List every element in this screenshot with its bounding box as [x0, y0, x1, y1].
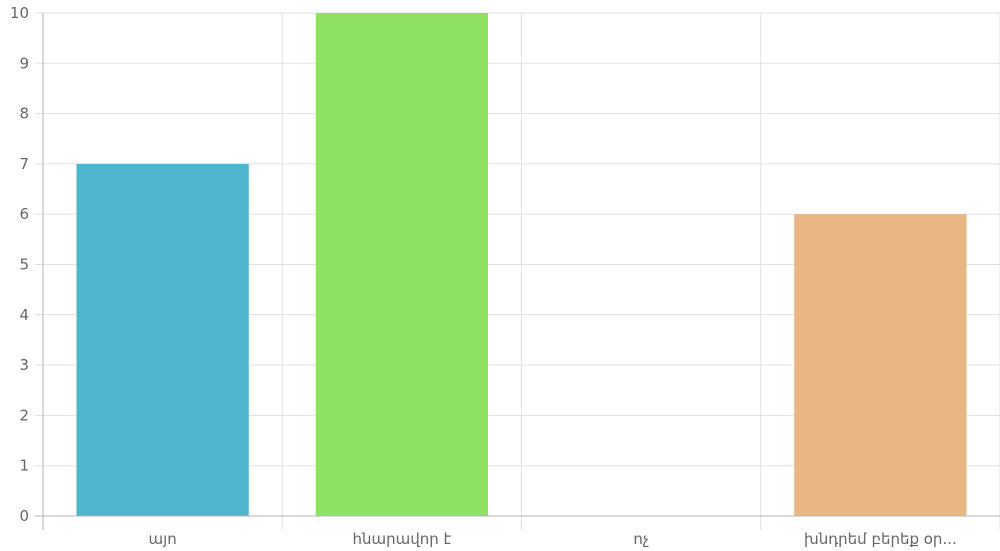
labels-layer: 0 1 2 3 4 5 6 7 8 9 10 այո հնարավոր է ոչ խնդրեմ բերեք … — [10, 4, 957, 548]
y-tick-label: 5 — [19, 256, 29, 274]
y-tick-label: 2 — [19, 406, 29, 424]
y-tick-label: 3 — [19, 356, 29, 374]
y-tick-label: 9 — [19, 54, 29, 72]
y-tick-label: 7 — [19, 155, 29, 173]
y-tick-label: 1 — [19, 457, 29, 475]
bar[interactable] — [315, 13, 489, 516]
y-tick-label: 6 — [19, 205, 29, 223]
y-tick-label: 0 — [19, 507, 29, 525]
x-tick-label: այո — [149, 530, 177, 548]
x-tick-label: խնդրեմ բերեք օր... — [804, 530, 957, 548]
bars-layer — [76, 13, 967, 516]
y-tick-label: 8 — [19, 105, 29, 123]
y-tick-label: 10 — [10, 4, 29, 22]
x-tick-label: ոչ — [633, 530, 649, 548]
x-tick-label: հնարավոր է — [352, 530, 451, 548]
bar[interactable] — [76, 163, 249, 516]
y-tick-label: 4 — [19, 306, 29, 324]
bar[interactable] — [794, 214, 967, 516]
